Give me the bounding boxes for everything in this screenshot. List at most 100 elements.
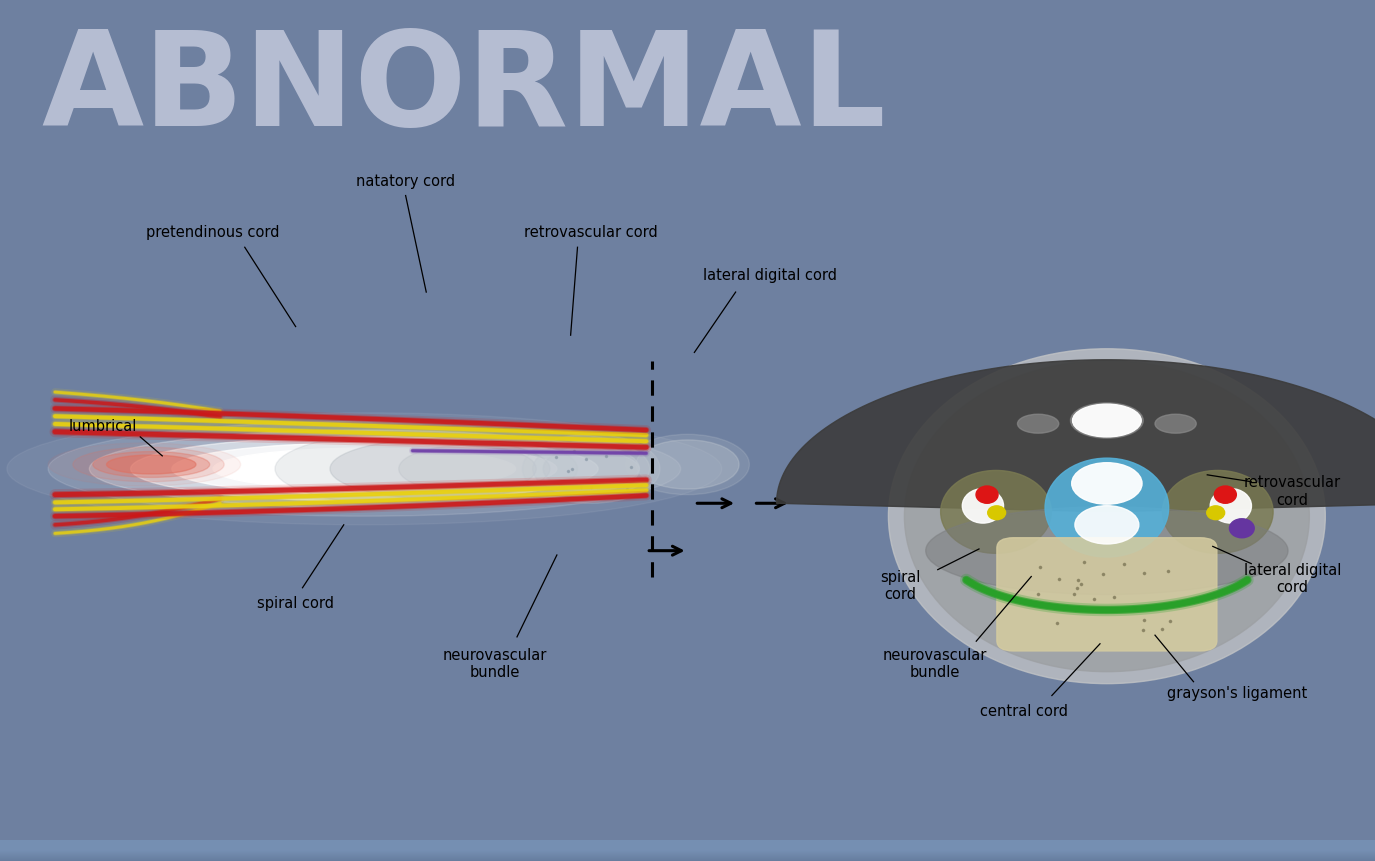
- Bar: [0, 847, 1375, 858]
- Bar: [0, 846, 1375, 857]
- Bar: [0, 847, 1375, 858]
- Bar: [0, 849, 1375, 859]
- Bar: [0, 842, 1375, 853]
- Bar: [0, 842, 1375, 852]
- Text: grayson's ligament: grayson's ligament: [1167, 685, 1308, 701]
- Bar: [0, 845, 1375, 855]
- Text: lumbrical: lumbrical: [69, 418, 138, 434]
- Bar: [0, 846, 1375, 857]
- Ellipse shape: [1214, 486, 1236, 504]
- Bar: [0, 841, 1375, 852]
- Bar: [0, 844, 1375, 855]
- Bar: [0, 839, 1375, 851]
- Bar: [0, 848, 1375, 859]
- Ellipse shape: [987, 506, 1005, 520]
- Bar: [0, 840, 1375, 852]
- Bar: [0, 842, 1375, 852]
- Ellipse shape: [1071, 463, 1143, 505]
- Ellipse shape: [275, 430, 578, 508]
- Bar: [0, 847, 1375, 858]
- Bar: [0, 847, 1375, 858]
- Bar: [0, 841, 1375, 852]
- Bar: [0, 843, 1375, 853]
- Bar: [0, 839, 1375, 851]
- Bar: [0, 842, 1375, 853]
- Ellipse shape: [107, 455, 197, 474]
- Text: ABNORMAL: ABNORMAL: [41, 26, 886, 152]
- Ellipse shape: [962, 489, 1004, 523]
- Bar: [0, 842, 1375, 852]
- Text: neurovascular
bundle: neurovascular bundle: [883, 647, 987, 679]
- Ellipse shape: [89, 430, 639, 508]
- Bar: [0, 850, 1375, 860]
- Bar: [0, 847, 1375, 858]
- Bar: [0, 841, 1375, 852]
- Bar: [0, 843, 1375, 853]
- Bar: [0, 845, 1375, 855]
- Bar: [0, 850, 1375, 861]
- Ellipse shape: [1018, 415, 1059, 434]
- Bar: [0, 844, 1375, 855]
- Ellipse shape: [7, 413, 722, 525]
- Bar: [0, 845, 1375, 856]
- Ellipse shape: [532, 441, 649, 498]
- Text: central cord: central cord: [980, 703, 1068, 718]
- Ellipse shape: [1162, 471, 1273, 554]
- Bar: [0, 843, 1375, 854]
- Bar: [0, 848, 1375, 858]
- Bar: [0, 844, 1375, 854]
- Text: lateral digital
cord: lateral digital cord: [1244, 562, 1341, 595]
- Bar: [0, 845, 1375, 856]
- Ellipse shape: [976, 486, 998, 504]
- Ellipse shape: [905, 362, 1309, 672]
- Bar: [0, 840, 1375, 851]
- Bar: [0, 846, 1375, 856]
- Bar: [0, 840, 1375, 851]
- Bar: [0, 839, 1375, 851]
- Ellipse shape: [522, 435, 660, 504]
- Bar: [0, 846, 1375, 858]
- FancyBboxPatch shape: [997, 538, 1217, 651]
- Ellipse shape: [330, 439, 550, 499]
- Bar: [0, 846, 1375, 857]
- Bar: [0, 844, 1375, 855]
- Bar: [0, 841, 1375, 852]
- Bar: [0, 844, 1375, 854]
- Bar: [0, 851, 1375, 861]
- Ellipse shape: [73, 448, 224, 482]
- Text: retrovascular
cord: retrovascular cord: [1244, 474, 1341, 507]
- Ellipse shape: [888, 350, 1326, 684]
- Text: retrovascular cord: retrovascular cord: [524, 225, 659, 240]
- Ellipse shape: [1075, 506, 1138, 544]
- Bar: [0, 848, 1375, 859]
- Ellipse shape: [172, 443, 557, 495]
- Bar: [0, 840, 1375, 852]
- Bar: [0, 845, 1375, 855]
- Bar: [0, 846, 1375, 856]
- Bar: [0, 843, 1375, 854]
- Polygon shape: [777, 361, 1375, 512]
- Bar: [0, 848, 1375, 858]
- Bar: [0, 848, 1375, 859]
- Text: neurovascular
bundle: neurovascular bundle: [443, 647, 547, 679]
- Bar: [0, 848, 1375, 858]
- Ellipse shape: [131, 437, 598, 501]
- Ellipse shape: [925, 507, 1288, 595]
- Ellipse shape: [1210, 489, 1251, 523]
- Ellipse shape: [1155, 415, 1196, 434]
- Ellipse shape: [1045, 459, 1169, 557]
- Bar: [0, 842, 1375, 853]
- Bar: [0, 846, 1375, 857]
- Bar: [0, 840, 1375, 851]
- Ellipse shape: [1072, 405, 1141, 437]
- Bar: [0, 850, 1375, 861]
- Bar: [0, 846, 1375, 856]
- Ellipse shape: [213, 449, 516, 490]
- Bar: [0, 846, 1375, 858]
- Bar: [0, 850, 1375, 861]
- Ellipse shape: [626, 435, 749, 495]
- Bar: [0, 844, 1375, 854]
- Text: spiral cord: spiral cord: [257, 595, 334, 610]
- Ellipse shape: [1207, 506, 1225, 520]
- Ellipse shape: [1070, 403, 1143, 439]
